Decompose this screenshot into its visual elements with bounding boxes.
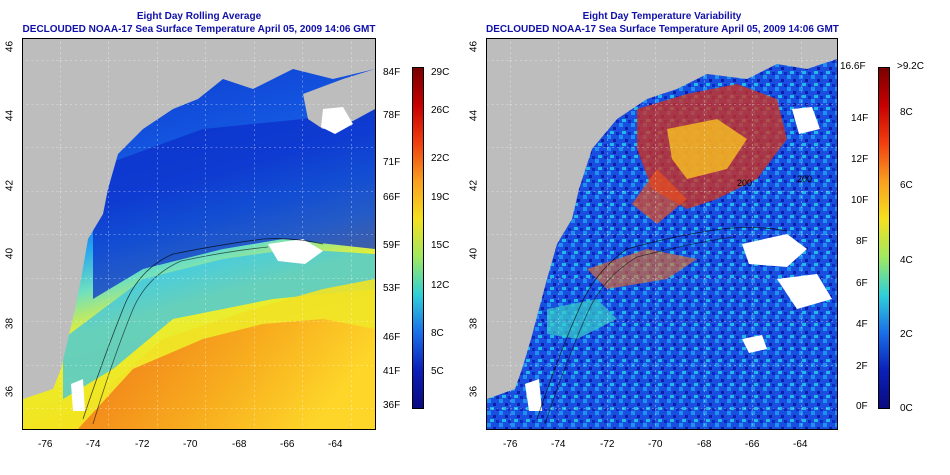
colorbar-label-f: 6F <box>856 278 868 289</box>
lon-tick: -66 <box>745 439 760 450</box>
colorbar-label-f: 14F <box>851 113 869 124</box>
colorbar-label-f: 8F <box>856 236 868 247</box>
colorbar-label-c: 12C <box>431 280 450 291</box>
right-panel-subtitle: DECLOUDED NOAA-17 Sea Surface Temperatur… <box>486 24 839 35</box>
lat-tick: 36 <box>4 385 16 398</box>
lon-tick: -74 <box>551 439 566 450</box>
colorbar-label-f: 46F <box>383 332 401 343</box>
left-map-canvas <box>23 39 375 429</box>
colorbar-label-c: 29C <box>431 67 450 78</box>
lon-tick: -64 <box>793 439 808 450</box>
colorbar-label-c: 2C <box>900 329 913 340</box>
lon-tick: -64 <box>328 439 343 450</box>
lon-tick: -70 <box>183 439 198 450</box>
lon-tick: -76 <box>38 439 53 450</box>
right-panel-title: Eight Day Temperature Variability <box>582 11 742 22</box>
lon-tick: -68 <box>697 439 712 450</box>
colorbar-label-c: 8C <box>900 107 913 118</box>
colorbar-label-f: 10F <box>851 195 869 206</box>
colorbar-label-f: 66F <box>383 192 401 203</box>
lat-tick: 44 <box>4 109 16 122</box>
lon-tick: -74 <box>86 439 101 450</box>
left-sst-map <box>22 38 376 430</box>
colorbar-label-f: 36F <box>383 400 401 411</box>
lat-tick: 36 <box>468 385 480 398</box>
lat-tick: 38 <box>468 317 480 330</box>
lat-tick: 40 <box>468 247 480 260</box>
lat-tick: 42 <box>4 179 16 192</box>
colorbar-label-f: 12F <box>851 154 869 165</box>
left-panel-title: Eight Day Rolling Average <box>136 11 262 22</box>
colorbar-label-c: 0C <box>900 403 913 414</box>
colorbar-label-f: 4F <box>856 319 868 330</box>
left-panel-subtitle: DECLOUDED NOAA-17 Sea Surface Temperatur… <box>22 24 376 35</box>
colorbar-label-f: 71F <box>383 157 401 168</box>
colorbar-label-f: 16.6F <box>840 61 866 72</box>
graticule <box>23 39 375 429</box>
colorbar-label-c: 8C <box>431 328 444 339</box>
colorbar-label-c: 22C <box>431 153 450 164</box>
lat-tick: 42 <box>468 179 480 192</box>
colorbar-label-f: 84F <box>383 67 401 78</box>
colorbar-label-c: 4C <box>900 255 913 266</box>
lat-tick: 38 <box>4 317 16 330</box>
lat-tick: 44 <box>468 109 480 122</box>
colorbar-label-c: 15C <box>431 240 450 251</box>
colorbar-label-c: 6C <box>900 180 913 191</box>
colorbar-label-c: 19C <box>431 192 450 203</box>
lat-tick: 46 <box>468 40 480 53</box>
right-colorbar <box>878 67 890 409</box>
right-map-canvas: 200 200 <box>487 39 837 429</box>
lon-tick: -72 <box>135 439 150 450</box>
colorbar-label-c: 5C <box>431 366 444 377</box>
colorbar-label-c: 26C <box>431 105 450 116</box>
lon-tick: -76 <box>503 439 518 450</box>
left-colorbar <box>412 67 424 409</box>
colorbar-label-f: 78F <box>383 110 401 121</box>
colorbar-label-f: 41F <box>383 366 401 377</box>
colorbar-label-f: 2F <box>856 361 868 372</box>
lon-tick: -68 <box>232 439 247 450</box>
lon-tick: -66 <box>280 439 295 450</box>
right-variability-map: 200 200 <box>486 38 838 430</box>
colorbar-label-c: >9.2C <box>897 61 924 72</box>
colorbar-label-f: 53F <box>383 283 401 294</box>
graticule <box>487 39 837 429</box>
lat-tick: 46 <box>4 40 16 53</box>
lat-tick: 40 <box>4 247 16 260</box>
lon-tick: -72 <box>600 439 615 450</box>
lon-tick: -70 <box>648 439 663 450</box>
colorbar-label-f: 0F <box>856 401 868 412</box>
colorbar-label-f: 59F <box>383 240 401 251</box>
